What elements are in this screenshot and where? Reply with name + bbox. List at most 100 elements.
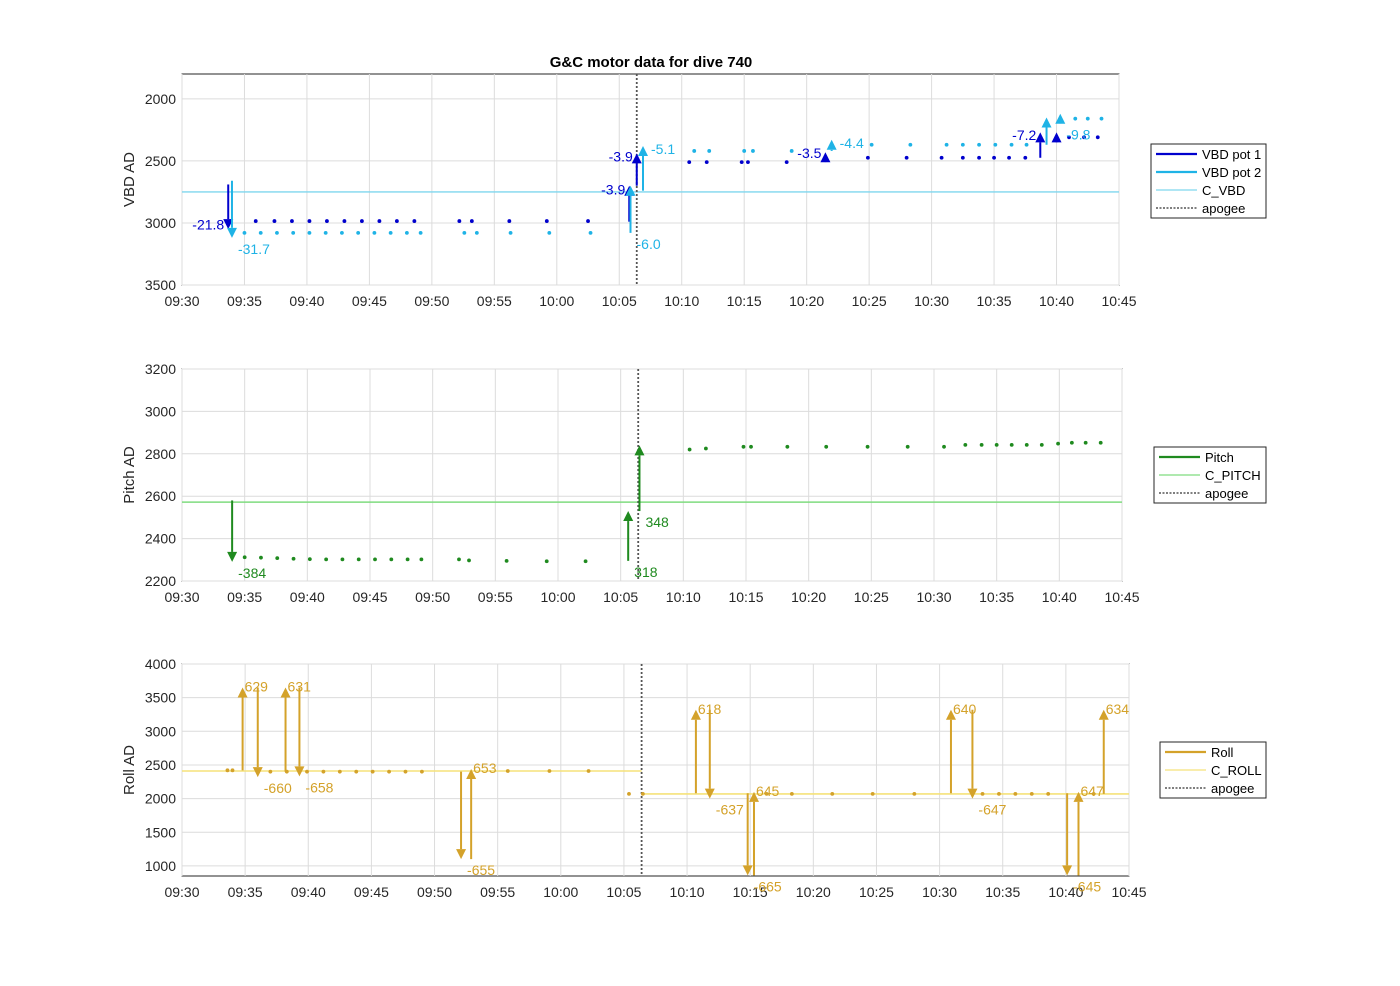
x-tick-label: 09:30 [164,884,199,900]
data-point [741,444,746,449]
y-tick-label: 1500 [145,824,176,840]
data-point [508,230,513,235]
x-tick-label: 09:40 [290,589,325,605]
legend-label: VBD pot 2 [1202,165,1261,180]
y-tick-label: 2400 [145,531,176,547]
data-point [1067,135,1071,140]
arrow-head [280,687,291,698]
change-label: 629 [245,679,269,695]
figure-title: G&C motor data for dive 740 [550,54,753,71]
data-point [337,769,342,774]
change-label: -658 [305,779,333,795]
x-tick-label: 10:00 [539,293,574,309]
arrow-head [623,511,634,522]
x-tick-label: 10:20 [796,884,831,900]
arrow-head [456,849,467,860]
x-tick-label: 10:05 [603,589,638,605]
x-tick-label: 09:40 [289,293,324,309]
data-point [259,555,263,560]
arrow-head [223,219,234,230]
change-label: -647 [978,802,1006,818]
x-tick-label: 10:00 [540,589,575,605]
data-point [586,219,590,223]
data-point [1099,116,1104,121]
change-label: 634 [1106,701,1130,717]
y-tick-label: 2500 [145,153,176,169]
data-point [291,230,296,235]
y-tick-label: 2500 [145,757,176,773]
change-label: -31.7 [238,241,270,257]
x-tick-label: 10:40 [1039,293,1074,309]
data-point [687,447,692,452]
change-label: -660 [264,780,292,796]
x-tick-label: 10:45 [1111,884,1146,900]
y-tick-label: 3000 [145,403,176,419]
data-point [372,230,377,235]
x-tick-label: 10:05 [602,293,637,309]
arrow-head [294,766,305,777]
x-tick-label: 09:45 [352,589,387,605]
data-point [707,149,712,153]
legend-label: C_VBD [1202,183,1245,198]
data-point [1007,155,1011,160]
x-tick-label: 10:10 [670,884,705,900]
data-point [307,230,312,235]
change-label: 348 [645,514,669,530]
x-tick-label: 10:15 [733,884,768,900]
x-tick-label: 10:25 [854,589,889,605]
x-tick-label: 09:50 [414,293,449,309]
x-tick-label: 09:55 [478,589,513,605]
data-point [389,557,394,562]
change-label: -5.1 [651,141,675,157]
arrow-head [252,767,263,778]
series-points [225,768,1096,796]
arrow-head [1073,791,1084,802]
y-axis-label: VBD AD [121,152,138,207]
data-point [258,230,263,235]
x-tick-label: 10:45 [1104,589,1139,605]
data-point [547,230,552,235]
arrow-head [967,788,978,799]
data-point [751,149,755,153]
change-label: 647 [1080,783,1104,799]
x-tick-label: 09:50 [415,589,450,605]
data-point [1009,442,1014,447]
data-point [993,142,998,147]
data-point [323,230,328,235]
arrow-head [226,227,237,238]
y-tick-label: 4000 [145,656,176,672]
data-point [340,557,345,562]
series-points [242,440,1103,564]
y-tick-label: 3200 [145,361,176,377]
data-point [373,557,377,562]
legend-label: C_PITCH [1205,468,1261,483]
data-point [1085,116,1090,121]
arrow-head [1062,865,1073,876]
data-point [340,230,344,235]
data-point [977,142,981,147]
data-point [419,557,424,562]
data-point [1073,116,1078,121]
x-tick-label: 10:20 [791,589,826,605]
x-tick-label: 10:30 [916,589,951,605]
data-point [904,155,909,160]
y-tick-label: 2800 [145,446,176,462]
arrow-head [826,139,837,150]
data-point [242,230,247,235]
data-point [1023,155,1028,160]
data-point [784,160,789,165]
grid [181,368,1123,582]
change-label: -6.0 [637,236,661,252]
arrow-head [820,152,831,163]
data-point [1039,442,1044,447]
data-point [307,557,312,562]
x-tick-label: 09:45 [354,884,389,900]
arrow-head [704,788,715,799]
data-point [824,444,829,449]
data-point [505,769,510,773]
x-tick-label: 09:50 [417,884,452,900]
x-tick-label: 10:00 [543,884,578,900]
data-point [356,230,361,235]
y-tick-label: 2200 [145,573,176,589]
